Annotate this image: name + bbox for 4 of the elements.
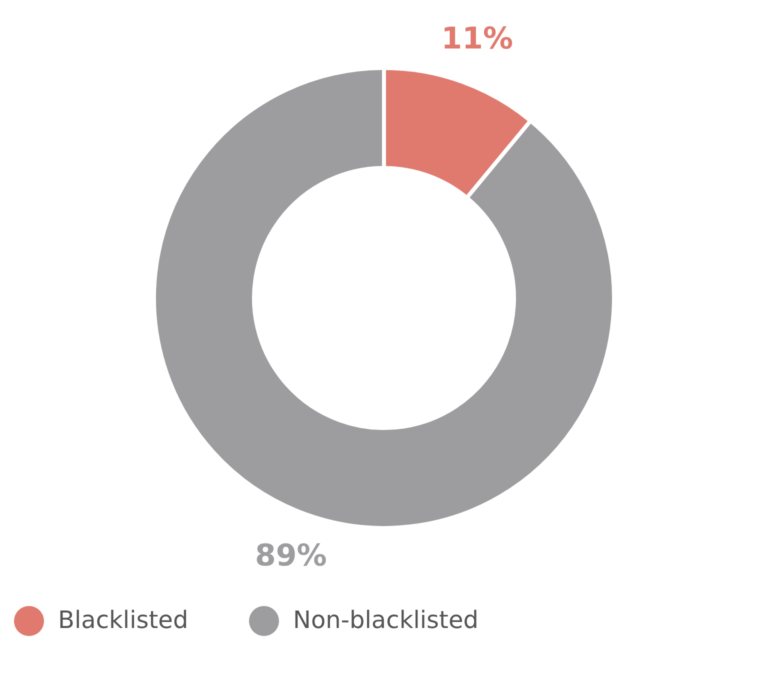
legend-label: Blacklisted <box>58 606 188 634</box>
data-label: 11% <box>441 21 514 56</box>
legend-label: Non-blacklisted <box>293 606 478 634</box>
data-label: 89% <box>254 538 327 574</box>
